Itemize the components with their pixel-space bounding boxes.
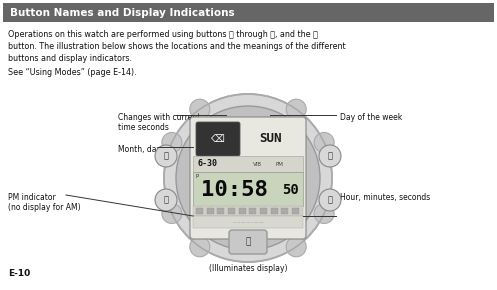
Bar — [217, 208, 224, 214]
Bar — [292, 208, 299, 214]
Text: Ⓐ: Ⓐ — [164, 151, 168, 160]
Text: E-10: E-10 — [8, 269, 30, 278]
Text: Ⓒ: Ⓒ — [164, 195, 168, 204]
Circle shape — [314, 204, 334, 224]
Circle shape — [190, 237, 210, 257]
Text: button. The illustration below shows the locations and the meanings of the diffe: button. The illustration below shows the… — [8, 42, 345, 51]
Bar — [281, 208, 288, 214]
Bar — [239, 208, 246, 214]
Text: ⌫: ⌫ — [211, 134, 225, 144]
Text: ⓓ: ⓓ — [328, 195, 332, 204]
Text: Button Names and Display Indications: Button Names and Display Indications — [10, 8, 235, 18]
Circle shape — [162, 133, 182, 153]
Bar — [193, 216, 303, 228]
Text: --- -- --- --- -- --- ---: --- -- --- --- -- --- --- — [233, 220, 263, 224]
Bar — [260, 208, 267, 214]
Bar — [228, 208, 235, 214]
Circle shape — [190, 99, 210, 119]
Bar — [193, 206, 303, 216]
Text: (Illuminates display): (Illuminates display) — [209, 264, 287, 273]
Bar — [196, 208, 203, 214]
Text: 6-30: 6-30 — [198, 160, 218, 168]
Text: PM: PM — [276, 162, 284, 166]
Text: Changes with current
time seconds: Changes with current time seconds — [118, 113, 200, 133]
Circle shape — [286, 99, 306, 119]
Text: Ⓑ: Ⓑ — [328, 151, 332, 160]
Text: 50: 50 — [282, 183, 298, 197]
Bar — [193, 172, 303, 206]
Text: buttons and display indicators.: buttons and display indicators. — [8, 54, 132, 63]
Text: Month, day: Month, day — [118, 145, 161, 154]
FancyBboxPatch shape — [229, 230, 267, 254]
Text: Hour, minutes, seconds: Hour, minutes, seconds — [340, 193, 430, 202]
FancyBboxPatch shape — [196, 122, 240, 156]
Text: Ⓛ: Ⓛ — [246, 238, 250, 246]
Text: P: P — [195, 173, 198, 179]
Bar — [271, 208, 278, 214]
Circle shape — [176, 106, 320, 250]
Text: 10:58: 10:58 — [201, 180, 267, 200]
Circle shape — [314, 133, 334, 153]
Text: Day of the week: Day of the week — [340, 113, 402, 122]
Bar — [207, 208, 214, 214]
Circle shape — [286, 237, 306, 257]
FancyBboxPatch shape — [190, 117, 306, 239]
Text: Operations on this watch are performed using buttons Ⓐ through ⓓ, and the Ⓛ: Operations on this watch are performed u… — [8, 30, 318, 39]
Bar — [3, 3, 494, 22]
Text: See “Using Modes” (page E-14).: See “Using Modes” (page E-14). — [8, 68, 137, 77]
Text: VIB: VIB — [253, 162, 262, 166]
Circle shape — [162, 204, 182, 224]
Bar — [249, 208, 256, 214]
Text: SUN: SUN — [259, 133, 281, 146]
Circle shape — [164, 94, 332, 262]
Circle shape — [155, 145, 177, 167]
Text: PM indicator
(no display for AM): PM indicator (no display for AM) — [8, 193, 81, 212]
Circle shape — [155, 189, 177, 211]
Bar — [193, 156, 303, 172]
Circle shape — [319, 145, 341, 167]
Circle shape — [319, 189, 341, 211]
